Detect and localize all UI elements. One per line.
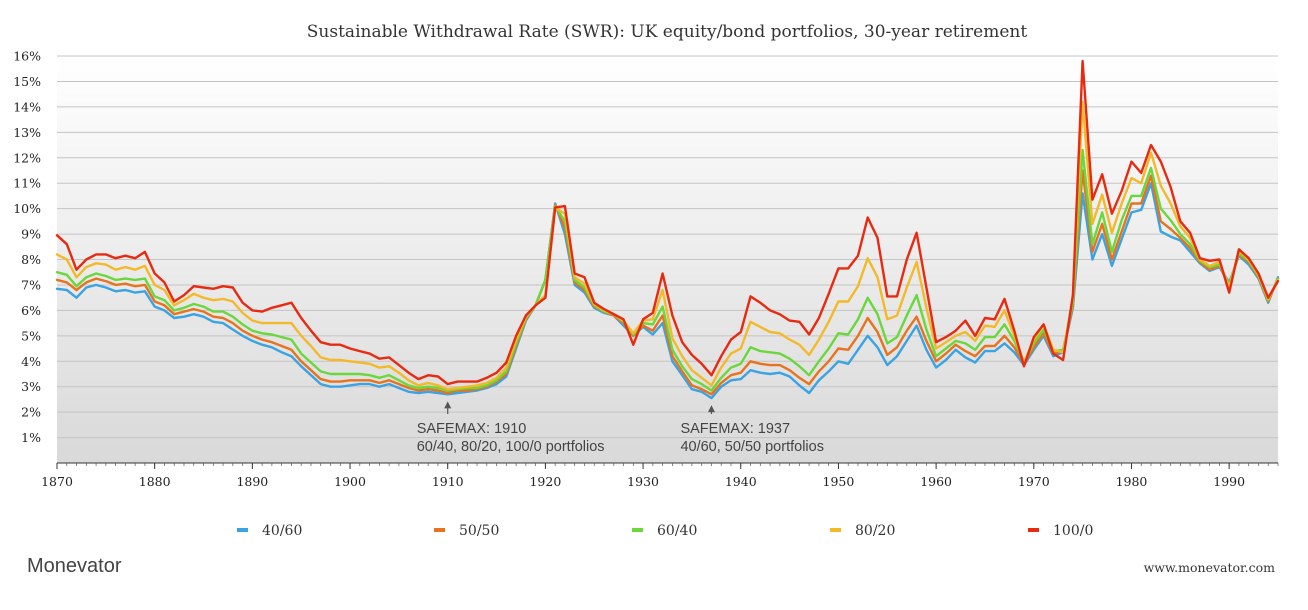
legend-label: 80/20 xyxy=(855,523,895,539)
legend-swatch xyxy=(237,528,248,532)
y-tick-label: 11% xyxy=(13,176,41,191)
legend-label: 60/40 xyxy=(657,523,697,539)
y-tick-label: 2% xyxy=(21,405,41,420)
x-tick-label: 1950 xyxy=(823,474,855,489)
site-url: www.monevator.com xyxy=(1144,560,1276,575)
y-tick-label: 16% xyxy=(13,49,41,64)
legend-label: 40/60 xyxy=(262,523,302,539)
y-tick-label: 7% xyxy=(21,277,41,292)
legend-swatch xyxy=(434,528,445,532)
legend-swatch xyxy=(1028,528,1039,532)
x-tick-label: 1880 xyxy=(139,474,171,489)
x-tick-label: 1960 xyxy=(920,474,952,489)
x-tick-label: 1900 xyxy=(334,474,366,489)
series-lines xyxy=(55,59,1280,400)
y-tick-label: 15% xyxy=(13,74,41,89)
legend-swatch xyxy=(632,528,643,532)
annotation-title: SAFEMAX: 1937 xyxy=(680,421,790,437)
x-tick-label: 1890 xyxy=(236,474,268,489)
chart-title: Sustainable Withdrawal Rate (SWR): UK eq… xyxy=(307,22,1028,42)
grid-lines xyxy=(57,55,1278,439)
y-tick-label: 1% xyxy=(21,430,41,445)
y-tick-label: 14% xyxy=(13,99,41,114)
legend-swatch xyxy=(830,528,841,532)
annotations: SAFEMAX: 1910 60/40, 80/20, 100/0 portfol… xyxy=(417,401,824,455)
x-tick-label: 1990 xyxy=(1213,474,1245,489)
annotation-arrow-head xyxy=(707,405,715,413)
y-tick-label: 6% xyxy=(21,303,41,318)
legend-label: 50/50 xyxy=(459,523,499,539)
x-tick-label: 1920 xyxy=(529,474,561,489)
annotation-detail: 60/40, 80/20, 100/0 portfolios xyxy=(417,439,605,455)
annotation-arrow-head xyxy=(444,401,452,409)
y-tick-label: 13% xyxy=(13,125,41,140)
y-tick-label: 8% xyxy=(21,252,41,267)
y-tick-label: 9% xyxy=(21,227,41,242)
x-tick-label: 1980 xyxy=(1116,474,1148,489)
x-tick-label: 1930 xyxy=(627,474,659,489)
y-tick-label: 5% xyxy=(21,328,41,343)
brand-logo: Monevator xyxy=(27,555,122,577)
y-axis-ticks: 1% 2% 3% 4% 5% 6% 7% 8% 9% 10% 11% 12% 13% 14% 15% 16% xyxy=(13,49,41,446)
x-axis: 1870 1880 1890 1900 1910 1920 1930 1940 1950 1960… xyxy=(41,462,1279,489)
y-tick-label: 4% xyxy=(21,354,41,369)
y-tick-label: 10% xyxy=(13,201,41,216)
y-tick-label: 3% xyxy=(21,379,41,394)
y-tick-label: 12% xyxy=(13,150,41,165)
x-tick-label: 1870 xyxy=(41,474,73,489)
series-line-100-0 xyxy=(55,59,1280,386)
x-tick-label: 1970 xyxy=(1018,474,1050,489)
legend-label: 100/0 xyxy=(1053,523,1093,539)
legend: 40/60 50/50 60/40 80/20 100/0 xyxy=(237,523,1093,539)
x-tick-label: 1910 xyxy=(432,474,464,489)
annotation-title: SAFEMAX: 1910 xyxy=(417,421,527,437)
x-tick-label: 1940 xyxy=(725,474,757,489)
annotation-detail: 40/60, 50/50 portfolios xyxy=(680,439,824,455)
